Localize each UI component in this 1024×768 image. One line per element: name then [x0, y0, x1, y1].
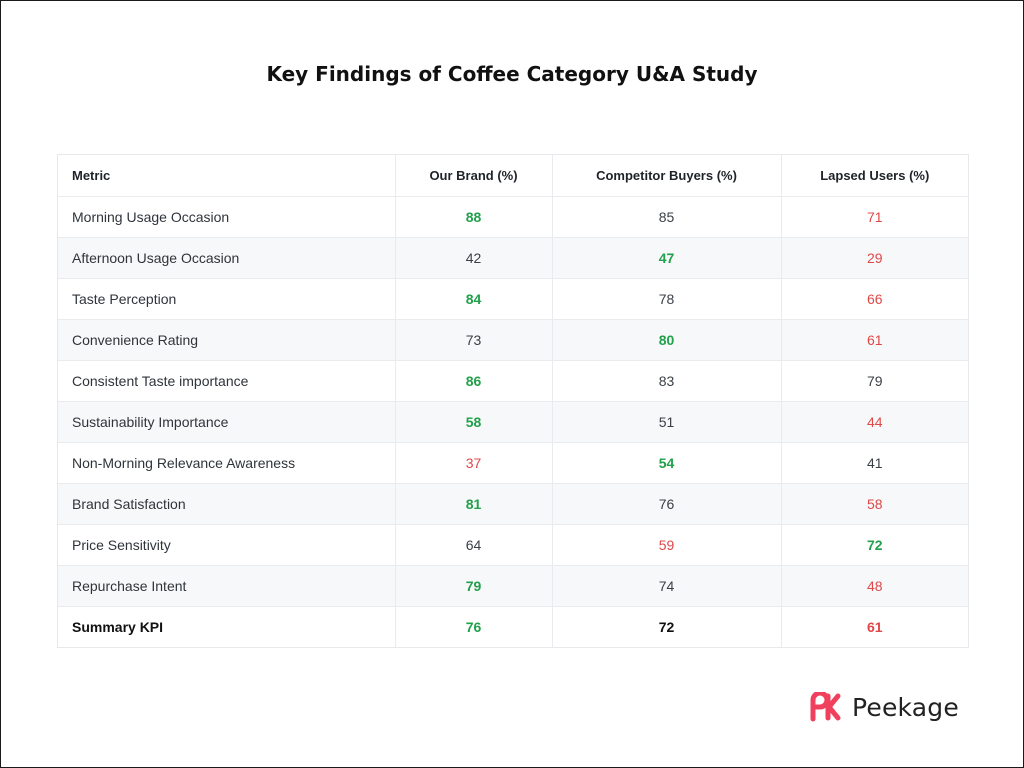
our-brand-cell: 79 — [395, 565, 553, 607]
lapsed-users-cell: 61 — [781, 319, 968, 361]
competitor-buyers-cell: 54 — [552, 442, 782, 484]
peekage-logo-icon — [808, 692, 842, 722]
metric-cell: Non-Morning Relevance Awareness — [58, 442, 396, 484]
page-title: Key Findings of Coffee Category U&A Stud… — [266, 62, 758, 86]
metric-cell: Summary KPI — [58, 606, 396, 647]
our-brand-cell: 42 — [395, 237, 553, 279]
lapsed-users-cell: 58 — [781, 483, 968, 525]
metric-cell: Morning Usage Occasion — [58, 196, 396, 238]
metric-cell: Repurchase Intent — [58, 565, 396, 607]
competitor-buyers-cell: 85 — [552, 196, 782, 238]
competitor-buyers-cell: 72 — [552, 606, 782, 647]
metric-cell: Price Sensitivity — [58, 524, 396, 566]
table-row: Sustainability Importance 58 51 44 — [58, 401, 968, 443]
table-body: Morning Usage Occasion 88 85 71 Afternoon Us… — [58, 196, 968, 647]
table-row: Brand Satisfaction 81 76 58 — [58, 483, 968, 525]
table-row: Afternoon Usage Occasion 42 47 29 — [58, 237, 968, 279]
competitor-buyers-cell: 59 — [552, 524, 782, 566]
our-brand-cell: 58 — [395, 401, 553, 443]
findings-table: Metric Our Brand (%) Competitor Buyers (… — [58, 155, 968, 647]
header-metric: Metric — [58, 155, 396, 197]
our-brand-cell: 64 — [395, 524, 553, 566]
our-brand-cell: 84 — [395, 278, 553, 320]
metric-cell: Sustainability Importance — [58, 401, 396, 443]
table-header-row: Metric Our Brand (%) Competitor Buyers (… — [58, 155, 968, 197]
lapsed-users-cell: 29 — [781, 237, 968, 279]
metric-cell: Afternoon Usage Occasion — [58, 237, 396, 279]
table-row: Non-Morning Relevance Awareness 37 54 41 — [58, 442, 968, 484]
our-brand-cell: 86 — [395, 360, 553, 402]
table-row: Taste Perception 84 78 66 — [58, 278, 968, 320]
lapsed-users-cell: 61 — [866, 619, 883, 635]
competitor-buyers-cell: 78 — [552, 278, 782, 320]
summary-row: Summary KPI 76 72 61 — [58, 606, 968, 647]
our-brand-cell: 81 — [395, 483, 553, 525]
competitor-buyers-cell: 76 — [552, 483, 782, 525]
our-brand-cell: 73 — [395, 319, 553, 361]
table-row: Consistent Taste importance 86 83 79 — [58, 360, 968, 402]
findings-table-container: Metric Our Brand (%) Competitor Buyers (… — [58, 155, 968, 647]
table-row: Morning Usage Occasion 88 85 71 — [58, 196, 968, 238]
peekage-logo: Peekage — [808, 692, 959, 722]
our-brand-cell: 88 — [395, 196, 553, 238]
metric-cell: Taste Perception — [58, 278, 396, 320]
our-brand-cell: 37 — [395, 442, 553, 484]
logo-wordmark: Peekage — [852, 692, 959, 722]
header-competitor-buyers: Competitor Buyers (%) — [552, 155, 782, 197]
competitor-buyers-cell: 51 — [552, 401, 782, 443]
lapsed-users-cell: 41 — [781, 442, 968, 484]
competitor-buyers-cell: 83 — [552, 360, 782, 402]
header-our-brand: Our Brand (%) — [395, 155, 553, 197]
metric-cell: Convenience Rating — [58, 319, 396, 361]
table-row: Price Sensitivity 64 59 72 — [58, 524, 968, 566]
table-row: Convenience Rating 73 80 61 — [58, 319, 968, 361]
metric-cell: Consistent Taste importance — [58, 360, 396, 402]
competitor-buyers-cell: 80 — [552, 319, 782, 361]
competitor-buyers-cell: 47 — [552, 237, 782, 279]
lapsed-users-cell: 71 — [781, 196, 968, 238]
lapsed-users-cell: 48 — [781, 565, 968, 607]
our-brand-cell: 76 — [395, 606, 553, 647]
lapsed-users-cell: 44 — [781, 401, 968, 443]
competitor-buyers-cell: 74 — [552, 565, 782, 607]
lapsed-users-cell: 66 — [781, 278, 968, 320]
lapsed-users-cell: 79 — [781, 360, 968, 402]
lapsed-users-cell: 72 — [781, 524, 968, 566]
metric-cell: Brand Satisfaction — [58, 483, 396, 525]
header-lapsed-users: Lapsed Users (%) — [781, 155, 968, 197]
table-row: Repurchase Intent 79 74 48 — [58, 565, 968, 607]
